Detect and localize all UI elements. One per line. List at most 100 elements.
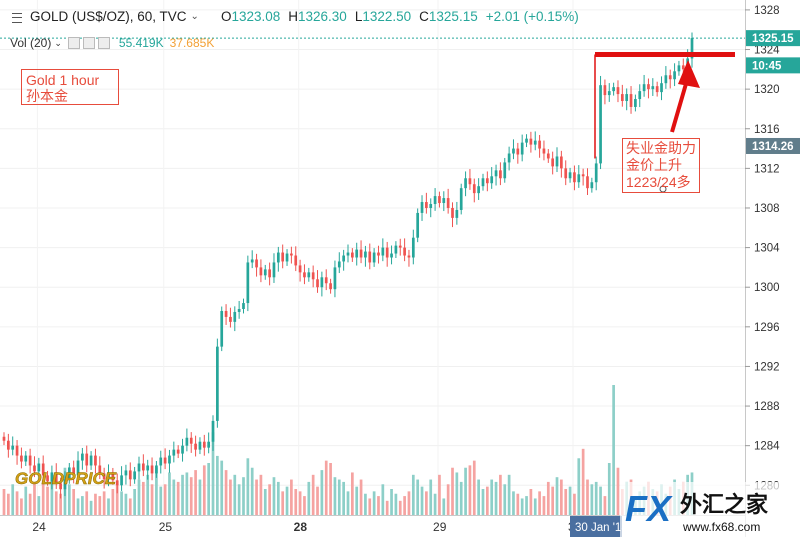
candle-body xyxy=(477,186,480,194)
candle-body xyxy=(568,172,572,179)
volume-bar xyxy=(420,486,424,515)
candle-body xyxy=(451,207,454,218)
volume-bar xyxy=(555,477,559,515)
annotation-line: 孙本金 xyxy=(26,88,68,104)
volume-bar xyxy=(46,486,49,515)
volume-bar xyxy=(564,489,568,515)
candle-body xyxy=(368,251,372,263)
candle-body xyxy=(320,277,324,288)
volume-bar xyxy=(102,491,106,515)
volume-bar xyxy=(368,498,372,515)
annotation-line: 失业金助力 xyxy=(626,140,696,156)
candle-body xyxy=(355,249,359,258)
candle-body xyxy=(224,310,228,317)
volume-bar xyxy=(37,496,41,515)
candle-body xyxy=(442,198,446,204)
volume-bar xyxy=(433,493,437,515)
volume-bar xyxy=(290,479,293,515)
volume-value-a: 55.419K xyxy=(118,36,164,50)
candle-body xyxy=(398,245,402,248)
volume-bar xyxy=(59,493,62,515)
open-value: 1323.08 xyxy=(231,8,281,24)
candle-body xyxy=(294,255,298,266)
price-axis[interactable]: 1280128412881292129613001304130813121316… xyxy=(745,0,800,537)
volume-bar xyxy=(385,500,389,515)
candle-body xyxy=(634,99,637,107)
volume-bar xyxy=(124,493,128,515)
candle-body xyxy=(124,470,128,476)
candle-body xyxy=(446,198,450,208)
volume-bar xyxy=(599,486,602,515)
svg-text:www.fx68.com: www.fx68.com xyxy=(682,520,760,534)
candle-body xyxy=(37,463,41,472)
close-icon[interactable] xyxy=(97,37,110,49)
symbol-title[interactable]: GOLD (US$/OZ), 60, TVC xyxy=(30,8,187,24)
eye-icon[interactable] xyxy=(67,37,80,49)
volume-bar xyxy=(603,496,607,515)
candle-body xyxy=(33,465,36,472)
price-tick-label: 1328 xyxy=(754,5,780,17)
candle-body xyxy=(63,479,67,490)
candle-body xyxy=(107,472,110,480)
volume-bar xyxy=(81,496,84,515)
candle-body xyxy=(202,441,206,448)
volume-bar xyxy=(359,479,363,515)
collapse-icon[interactable] xyxy=(12,13,22,23)
volume-bar xyxy=(137,479,141,515)
volume-bar xyxy=(577,458,581,515)
volume-bar xyxy=(194,470,197,515)
chevron-down-icon[interactable]: ⌄ xyxy=(190,10,199,22)
volume-bar xyxy=(581,448,585,515)
chevron-down-icon[interactable]: ⌄ xyxy=(54,37,62,48)
candle-body xyxy=(81,453,84,461)
volume-bar xyxy=(41,479,45,515)
volume-bar xyxy=(242,477,245,515)
volume-bar xyxy=(11,484,15,515)
time-axis[interactable]: 242528293030 Jan '18 xyxy=(0,515,745,537)
volume-bar xyxy=(459,481,463,515)
candle-body xyxy=(216,346,219,421)
volume-bar xyxy=(107,498,110,515)
candle-body xyxy=(168,455,171,464)
candle-body xyxy=(403,247,406,256)
candle-body xyxy=(499,170,502,179)
volume-bar xyxy=(542,496,546,515)
candle-body xyxy=(660,83,663,93)
candle-body xyxy=(242,303,245,309)
candle-body xyxy=(551,158,555,167)
candle-body xyxy=(24,455,28,462)
volume-bar xyxy=(111,489,115,515)
candle-body xyxy=(246,262,250,304)
candle-body xyxy=(429,204,433,208)
volume-bar xyxy=(255,479,258,515)
current-time-tag xyxy=(570,516,622,537)
volume-bar xyxy=(250,467,254,515)
candle-body xyxy=(2,436,6,441)
candle-body xyxy=(490,176,494,184)
candle-body xyxy=(146,465,150,471)
settings-icon[interactable] xyxy=(82,37,95,49)
candle-body xyxy=(259,267,263,276)
volume-bar xyxy=(333,477,337,515)
volume-bar xyxy=(67,484,71,515)
annotation-line: Gold 1 hour xyxy=(26,72,100,88)
time-tick-label: 28 xyxy=(294,520,308,534)
candle-body xyxy=(98,465,102,474)
candle-body xyxy=(629,94,633,107)
volume-label[interactable]: Vol (20) xyxy=(10,36,52,50)
candle-body xyxy=(642,84,646,92)
candle-body xyxy=(677,65,681,72)
candle-body xyxy=(673,71,676,80)
candle-body xyxy=(207,441,211,448)
candle-body xyxy=(298,265,302,273)
candle-body xyxy=(137,463,141,472)
volume-bar xyxy=(189,477,193,515)
candle-body xyxy=(503,162,507,179)
volume-bar xyxy=(520,498,524,515)
price-tick-label: 1296 xyxy=(754,322,780,334)
volume-bar xyxy=(141,481,145,515)
candle-body xyxy=(407,255,411,258)
candle-body xyxy=(516,148,520,155)
candle-body xyxy=(303,272,306,278)
